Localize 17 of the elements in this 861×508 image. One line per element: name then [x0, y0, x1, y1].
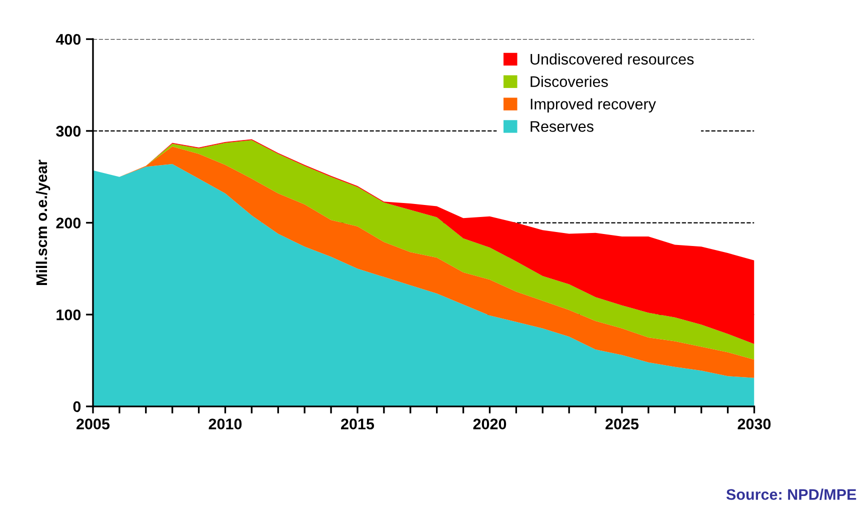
y-tick-label: 200 — [56, 218, 81, 228]
legend-label: Discoveries — [530, 76, 608, 88]
x-tick-label: 2010 — [208, 418, 242, 430]
x-tick-label: 2025 — [606, 418, 639, 430]
source-note: Source: NPD/MPE — [726, 488, 856, 500]
x-tick-label: 2030 — [738, 418, 771, 430]
y-tick-label: 300 — [56, 126, 81, 137]
x-tick-label: 2020 — [473, 418, 506, 430]
x-tick-label: 2005 — [76, 418, 110, 430]
legend-label: Reserves — [530, 121, 594, 132]
y-tick-label: 100 — [56, 309, 81, 320]
x-tick-label: 2015 — [341, 418, 374, 430]
y-axis-title: Mill.scm o.e./year — [36, 160, 50, 285]
y-tick-label: 400 — [56, 34, 81, 45]
legend-label: Undiscovered resources — [530, 53, 694, 65]
y-tick-label: 0 — [73, 401, 81, 412]
legend-label: Improved recovery — [530, 98, 656, 112]
